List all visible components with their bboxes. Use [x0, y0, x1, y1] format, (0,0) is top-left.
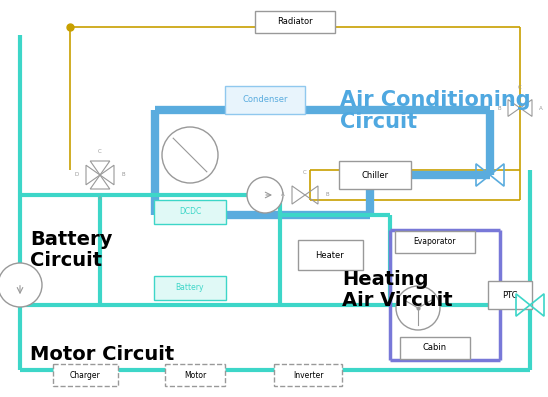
Text: D: D [74, 173, 78, 177]
Bar [298, 240, 362, 270]
Text: B: B [498, 106, 501, 110]
Text: A: A [539, 106, 543, 110]
Text: Charger: Charger [70, 370, 100, 380]
Bar [274, 364, 342, 386]
Bar [488, 281, 532, 309]
Bar [339, 161, 411, 189]
Bar [154, 276, 226, 300]
Text: C: C [303, 170, 307, 175]
Text: Inverter: Inverter [293, 370, 323, 380]
Text: Radiator: Radiator [277, 17, 313, 27]
Text: Cabin: Cabin [423, 343, 447, 353]
Text: Motor Circuit: Motor Circuit [30, 345, 174, 364]
Text: A: A [281, 193, 285, 197]
Text: C: C [518, 85, 522, 90]
Text: Evaporator: Evaporator [414, 237, 456, 247]
Bar [225, 86, 305, 114]
Text: B: B [326, 193, 329, 197]
Circle shape [0, 263, 42, 307]
Text: Air Conditioning
Circuit: Air Conditioning Circuit [340, 90, 530, 133]
Bar [400, 337, 470, 359]
Circle shape [162, 127, 218, 183]
Bar [395, 231, 475, 253]
Bar [255, 11, 335, 33]
Circle shape [247, 177, 283, 213]
Text: Condenser: Condenser [242, 96, 288, 104]
Bar [154, 200, 226, 224]
Text: PTC: PTC [503, 291, 518, 299]
Text: C: C [98, 149, 102, 154]
Text: A: A [98, 196, 102, 201]
Bar [165, 364, 225, 386]
Circle shape [396, 286, 440, 330]
Text: Battery: Battery [176, 283, 204, 293]
Text: B: B [122, 173, 125, 177]
Text: DCDC: DCDC [179, 208, 201, 216]
Text: Chiller: Chiller [362, 170, 389, 179]
Text: Battery
Circuit: Battery Circuit [30, 230, 112, 270]
Bar [53, 364, 117, 386]
Text: Motor: Motor [184, 370, 206, 380]
Text: Heating
Air Vircuit: Heating Air Vircuit [342, 270, 453, 310]
Text: Heater: Heater [316, 251, 344, 260]
